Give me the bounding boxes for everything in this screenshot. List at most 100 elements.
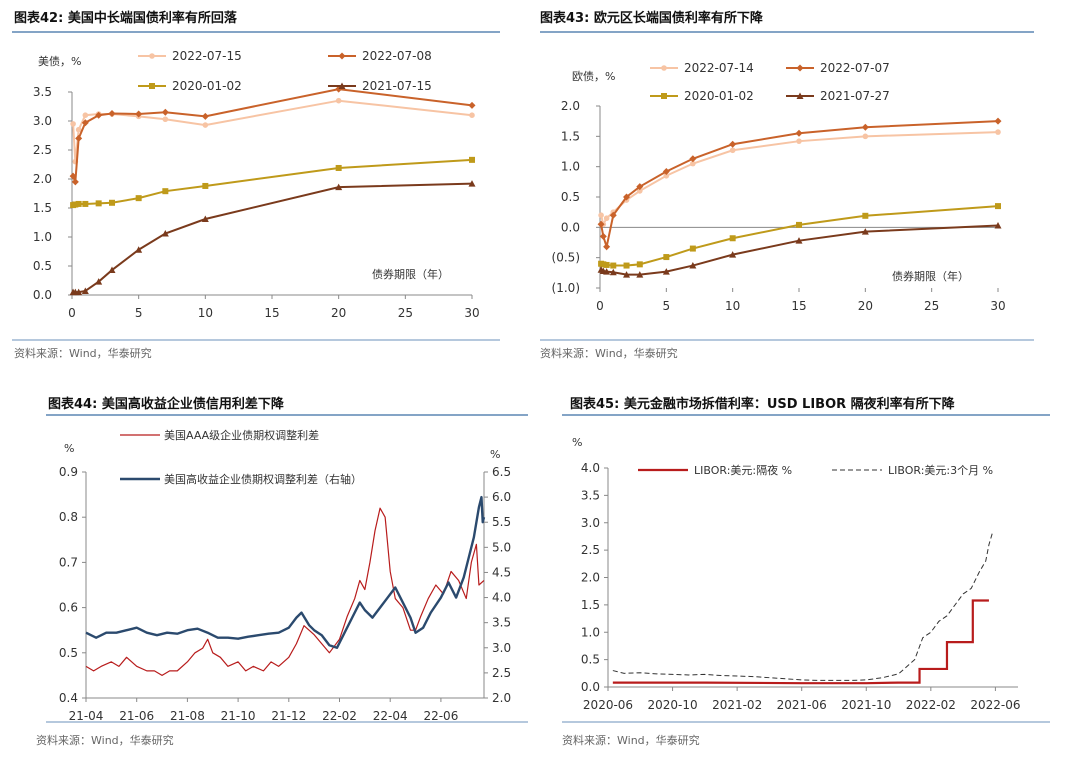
c44-xtick-label: 21-10 xyxy=(221,709,256,723)
c42-data-point xyxy=(75,134,83,142)
c45-xtick-label: 2022-06 xyxy=(970,698,1020,712)
chart-44-ylabel-right: % xyxy=(490,448,500,461)
c43-data-point xyxy=(861,123,869,131)
c45-series-line xyxy=(612,533,993,681)
chart-42-xlabel: 债券期限（年） xyxy=(372,267,449,281)
c43-xtick-label: 15 xyxy=(791,299,806,313)
chart-45: 图表45: 美元金融市场拆借利率：USD LIBOR 隔夜利率有所下降 % 资料… xyxy=(562,396,1050,747)
c43-xtick-label: 10 xyxy=(725,299,740,313)
c43-legend-label: 2020-01-02 xyxy=(684,89,754,103)
c43-data-point xyxy=(795,237,803,244)
c42-data-point xyxy=(162,116,169,123)
chart-42-ylabel: 美债，% xyxy=(38,54,81,68)
chart-45-title: 图表45: 美元金融市场拆借利率：USD LIBOR 隔夜利率有所下降 xyxy=(570,396,956,412)
c42-data-point xyxy=(95,200,102,207)
c45-ytick-label: 3.5 xyxy=(581,488,600,502)
c44-xtick-label: 22-06 xyxy=(423,709,458,723)
c43-data-point xyxy=(623,271,631,278)
c43-data-point xyxy=(636,271,644,278)
c43-data-point xyxy=(995,203,1001,210)
c45-xtick-label: 2020-06 xyxy=(583,698,633,712)
c44-xtick-label: 21-12 xyxy=(271,709,306,723)
c43-data-point xyxy=(729,235,736,242)
c43-xtick-label: 25 xyxy=(924,299,939,313)
c45-ytick-label: 0.5 xyxy=(581,653,600,667)
c44-ytick-label-left: 0.9 xyxy=(59,465,78,479)
c44-xtick-label: 22-04 xyxy=(373,709,408,723)
chart-44-source: 资料来源：Wind，华泰研究 xyxy=(36,733,174,747)
c42-xtick-label: 0 xyxy=(68,306,76,320)
chart-44-ylabel-left: % xyxy=(64,442,74,455)
c43-data-point xyxy=(597,220,605,228)
c42-data-point xyxy=(95,278,103,285)
c43-data-point xyxy=(994,117,1002,125)
c43-data-point xyxy=(662,168,670,176)
c44-xtick-label: 21-04 xyxy=(69,709,104,723)
c44-ytick-label-left: 0.5 xyxy=(59,646,78,660)
c42-data-point xyxy=(108,109,116,117)
c42-xtick-label: 25 xyxy=(398,306,413,320)
c43-legend-label: 2021-07-27 xyxy=(820,89,890,103)
c44-xtick-label: 22-02 xyxy=(322,709,357,723)
c44-series-line xyxy=(85,507,485,676)
c42-ytick-label: 0.0 xyxy=(33,288,52,302)
c43-legend-marker xyxy=(661,65,667,71)
c44-ytick-label-right: 4.5 xyxy=(492,565,511,579)
c45-xtick-label: 2022-02 xyxy=(906,698,956,712)
c45-xtick-label: 2021-02 xyxy=(712,698,762,712)
c43-data-point xyxy=(796,138,802,144)
c43-legend-label: 2022-07-14 xyxy=(684,61,754,75)
c42-data-point xyxy=(75,126,82,133)
c42-legend-label: 2022-07-15 xyxy=(172,49,242,63)
c43-data-point xyxy=(623,262,630,269)
c43-data-point xyxy=(662,268,670,275)
c42-data-point xyxy=(202,122,209,128)
c43-data-point xyxy=(862,212,869,219)
chart-43-title: 图表43: 欧元区长端国债利率有所下降 xyxy=(540,10,764,26)
chart-45-source: 资料来源：Wind，华泰研究 xyxy=(562,733,700,747)
c42-ytick-label: 2.0 xyxy=(33,172,52,186)
c43-legend-label: 2022-07-07 xyxy=(820,61,890,75)
c44-xtick-label: 21-08 xyxy=(170,709,205,723)
c42-data-point xyxy=(468,180,476,187)
c42-xtick-label: 15 xyxy=(264,306,279,320)
c43-data-point xyxy=(603,243,611,251)
c43-data-point xyxy=(995,129,1001,135)
c42-data-point xyxy=(70,121,76,127)
c45-ytick-label: 2.5 xyxy=(581,543,600,557)
c42-data-point xyxy=(135,110,143,118)
c44-ytick-label-right: 2.0 xyxy=(492,691,511,705)
c42-series-line xyxy=(72,88,473,183)
c44-ytick-label-right: 4.0 xyxy=(492,591,511,605)
c44-ytick-label-right: 6.5 xyxy=(492,465,511,479)
c44-series-line xyxy=(85,495,486,649)
c42-ytick-label: 3.5 xyxy=(33,85,52,99)
c44-ytick-label-right: 3.0 xyxy=(492,641,511,655)
c44-legend-label: 美国高收益企业债期权调整利差（右轴） xyxy=(164,472,362,486)
c43-data-point xyxy=(603,268,611,275)
c45-xtick-label: 2020-10 xyxy=(647,698,697,712)
c42-ytick-label: 1.5 xyxy=(33,201,52,215)
c42-ytick-label: 2.5 xyxy=(33,143,52,157)
c42-legend-marker xyxy=(338,52,346,60)
c43-data-point xyxy=(862,133,869,140)
c43-data-point xyxy=(690,160,696,167)
c43-data-point xyxy=(609,268,617,276)
c42-data-point xyxy=(108,266,116,274)
c42-data-point xyxy=(71,178,79,186)
c43-data-point xyxy=(637,188,643,194)
c42-data-point xyxy=(335,97,342,104)
chart-43-source: 资料来源：Wind，华泰研究 xyxy=(540,346,678,360)
c42-data-point xyxy=(109,199,115,206)
c42-data-point xyxy=(202,182,209,189)
c43-data-point xyxy=(729,147,736,154)
c42-data-point xyxy=(81,119,89,127)
c43-data-point xyxy=(689,155,697,163)
c42-legend-label: 2022-07-08 xyxy=(362,49,432,63)
c43-ytick-label: (1.0) xyxy=(552,281,580,295)
c45-ytick-label: 4.0 xyxy=(581,461,600,475)
c43-ytick-label: 1.0 xyxy=(561,160,580,174)
c42-data-point xyxy=(135,246,143,253)
c42-data-point xyxy=(162,188,169,195)
c42-data-point xyxy=(469,156,475,163)
